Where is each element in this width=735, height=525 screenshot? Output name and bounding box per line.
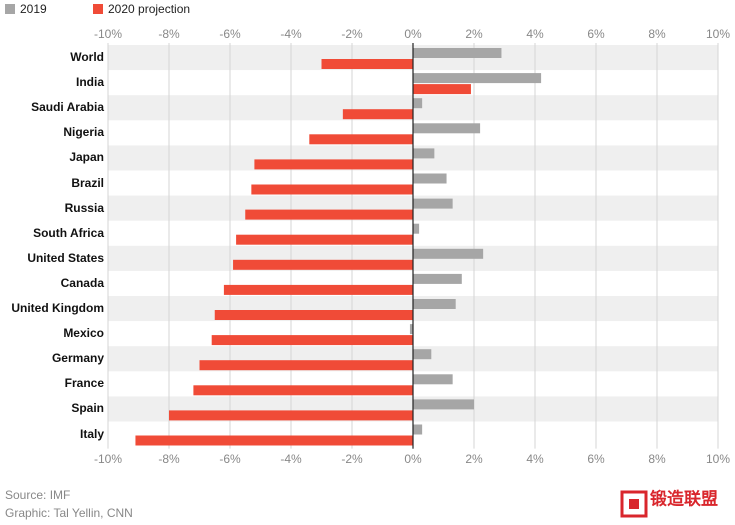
x-tick-label-top: 6% [587, 27, 605, 41]
bar [413, 424, 423, 435]
category-label: Spain [71, 401, 104, 416]
bar [193, 385, 413, 396]
legend-swatch [93, 4, 103, 14]
bar [251, 184, 413, 195]
x-tick-label-top: -4% [280, 27, 302, 41]
category-label: World [70, 50, 104, 64]
bar [413, 84, 471, 95]
category-label: Nigeria [63, 125, 104, 140]
bar [211, 335, 413, 346]
bar [236, 234, 413, 245]
bar [409, 324, 413, 335]
credit: Graphic: Tal Yellin, CNN [5, 506, 133, 520]
x-tick-label-top: -8% [158, 27, 180, 41]
bar [413, 399, 474, 410]
bar [413, 48, 502, 58]
bar [413, 223, 420, 234]
x-tick-label-bottom: 6% [587, 452, 605, 466]
x-tick-label-bottom: -8% [158, 452, 180, 466]
category-label: United Kingdom [11, 301, 104, 315]
x-tick-label-top: -6% [219, 27, 241, 41]
bar [413, 123, 481, 134]
bar [223, 284, 413, 295]
logo-text: 锻造联盟 [650, 488, 718, 508]
bar [321, 59, 413, 69]
bar [245, 209, 413, 220]
category-label: South Africa [33, 225, 104, 240]
category-label: Russia [64, 200, 104, 215]
legend-label: 2020 projection [108, 2, 190, 16]
category-label: Canada [60, 275, 104, 290]
bar [254, 159, 413, 170]
x-tick-label-top: 8% [648, 27, 666, 41]
bar [413, 349, 432, 360]
x-tick-label-bottom: -2% [341, 452, 363, 466]
bar [214, 310, 413, 320]
category-label: France [64, 376, 104, 391]
category-label: Brazil [71, 175, 104, 190]
x-tick-label-bottom: 0% [404, 452, 422, 466]
bar [413, 73, 542, 84]
bar [413, 273, 462, 284]
category-label: Saudi Arabia [31, 100, 104, 115]
x-tick-label-bottom: -10% [94, 452, 122, 466]
legend-swatch [5, 4, 15, 14]
x-tick-label-top: -2% [341, 27, 363, 41]
x-tick-label-bottom: 10% [706, 452, 730, 466]
category-label: India [75, 75, 104, 90]
bar [199, 360, 413, 371]
x-tick-label-top: 0% [404, 27, 422, 41]
source: Source: IMF [5, 488, 70, 502]
x-tick-label-bottom: -4% [280, 452, 302, 466]
bar [169, 410, 413, 421]
bar [309, 134, 413, 145]
bar [413, 198, 453, 209]
bar [413, 148, 435, 159]
category-label: Japan [69, 150, 104, 165]
bar [413, 374, 453, 385]
category-label: Germany [51, 351, 104, 366]
legend-label: 2019 [20, 2, 47, 16]
bar [135, 435, 413, 446]
category-label: Italy [79, 426, 104, 441]
bar [413, 248, 484, 259]
x-tick-label-bottom: 8% [648, 452, 666, 466]
x-tick-label-top: 2% [465, 27, 483, 41]
logo-icon [620, 490, 648, 518]
x-tick-label-bottom: -6% [219, 452, 241, 466]
x-tick-label-bottom: 2% [465, 452, 483, 466]
category-label: Mexico [63, 326, 104, 341]
x-tick-label-top: -10% [94, 27, 122, 41]
x-tick-label-top: 4% [526, 27, 544, 41]
bar [233, 259, 413, 270]
bar [413, 299, 456, 309]
x-tick-label-bottom: 4% [526, 452, 544, 466]
x-tick-label-top: 10% [706, 27, 730, 41]
bar [413, 98, 423, 109]
category-label: United States [27, 250, 104, 265]
bar [413, 173, 447, 184]
bar [342, 109, 413, 120]
